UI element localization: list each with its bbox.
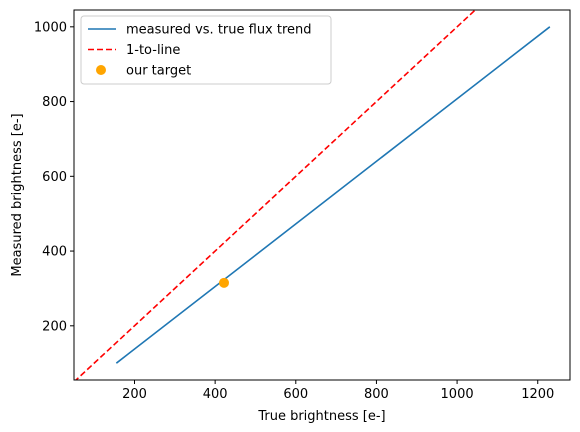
axes-frame: [73, 9, 571, 381]
legend-box: [80, 15, 332, 85]
trend-line: [115, 26, 551, 364]
legend-marker: [96, 65, 106, 75]
y-tick-label: 1000: [34, 20, 67, 35]
x-axis-label: True brightness [e-]: [257, 409, 385, 424]
axis-ticks: 200 400 600 800 1000 1200 200 400 600 800 1000: [34, 20, 554, 402]
y-tick-label: 400: [42, 245, 67, 260]
x-tick-label: 400: [203, 387, 228, 402]
one-to-one-line: [74, 10, 477, 380]
y-tick-label: 600: [42, 170, 67, 185]
legend: measured vs. true flux trend 1-to-line our…: [80, 15, 332, 85]
x-tick-label: 600: [283, 387, 308, 402]
x-tick-label: 200: [122, 387, 147, 402]
y-axis-label: Measured brightness [e-]: [10, 113, 25, 276]
y-tick-label: 200: [42, 319, 67, 334]
x-tick-label: 1000: [441, 387, 474, 402]
x-tick-label: 800: [364, 387, 389, 402]
plot-area: [74, 10, 551, 380]
y-tick-label: 800: [42, 95, 67, 110]
x-tick-label: 1200: [521, 387, 554, 402]
legend-label: measured vs. true flux trend: [126, 23, 312, 38]
legend-label: our target: [126, 64, 191, 79]
legend-label: 1-to-line: [126, 43, 180, 58]
target-point: [219, 277, 230, 288]
